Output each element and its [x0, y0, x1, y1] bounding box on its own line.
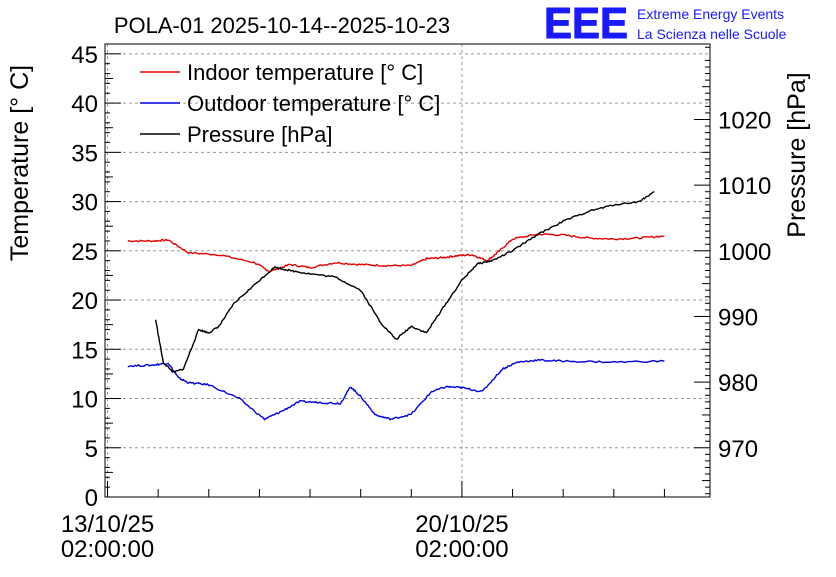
y-left-tick-label: 30 — [71, 190, 98, 217]
eee-logo-mark: EEE — [544, 0, 628, 48]
series-line-outdoor-temperature — [127, 358, 665, 421]
axes: 0 5 10 15 20 25 30 35 40 45 970 980 990 1000 1010 1020 1… — [61, 42, 772, 563]
series-line-pressure — [154, 191, 655, 373]
y-left-tick-label: 35 — [71, 140, 98, 167]
y-left-tick-label: 5 — [85, 436, 98, 463]
series-line-indoor-temperature — [127, 233, 665, 273]
x-tick-label-date: 20/10/25 — [415, 511, 508, 538]
x-tick-label-date: 13/10/25 — [61, 511, 154, 538]
y-left-tick-label: 20 — [71, 288, 98, 315]
legend-label: Pressure [hPa] — [187, 122, 333, 147]
legend-label: Indoor temperature [° C] — [187, 60, 423, 85]
eee-logo-line1: Extreme Energy Events — [637, 6, 784, 22]
legend: Indoor temperature [° C] Outdoor temperat… — [140, 60, 440, 147]
eee-logo: EEE Extreme Energy Events La Scienza nel… — [544, 0, 787, 49]
y-right-tick-label: 1000 — [718, 239, 771, 266]
y-left-tick-label: 25 — [71, 239, 98, 266]
y-right-tick-label: 990 — [718, 304, 758, 331]
legend-label: Outdoor temperature [° C] — [187, 91, 440, 116]
chart-title: POLA-01 2025-10-14--2025-10-23 — [114, 13, 450, 38]
y-right-tick-label: 980 — [718, 370, 758, 397]
y-left-tick-label: 40 — [71, 91, 98, 118]
y-axis-left-label: Temperature [° C] — [6, 65, 34, 261]
y-left-tick-label: 10 — [71, 387, 98, 414]
grid — [105, 44, 710, 497]
y-right-tick-label: 1010 — [718, 173, 771, 200]
y-right-tick-label: 1020 — [718, 108, 771, 135]
y-left-tick-label: 0 — [85, 485, 98, 512]
y-left-tick-label: 45 — [71, 42, 98, 69]
y-left-tick-label: 15 — [71, 337, 98, 364]
y-axis-right-label: Pressure [hPa] — [783, 72, 811, 237]
eee-logo-line2: La Scienza nelle Scuole — [637, 26, 787, 42]
y-right-tick-label: 970 — [718, 436, 758, 463]
x-tick-label-time: 02:00:00 — [61, 536, 154, 563]
series-layer — [127, 191, 665, 421]
x-tick-label-time: 02:00:00 — [415, 536, 508, 563]
